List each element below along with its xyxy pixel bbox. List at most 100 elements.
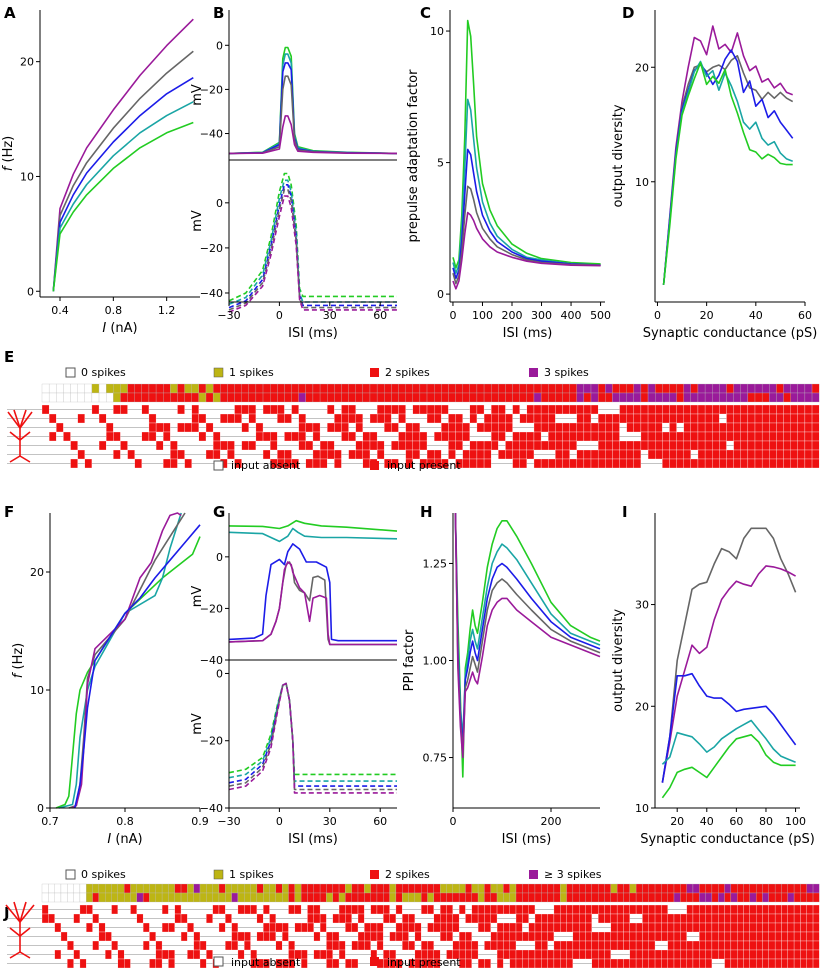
output-cell — [781, 892, 788, 903]
input-cell — [718, 922, 725, 933]
output-cell — [560, 892, 567, 903]
output-cell — [270, 383, 278, 394]
output-cell — [263, 883, 270, 894]
input-cell — [692, 940, 700, 951]
y-tick-label-G: −20 — [200, 735, 223, 748]
series-H-purple — [454, 512, 601, 759]
output-cell — [756, 883, 763, 894]
output-cell — [105, 883, 112, 894]
input-cell — [205, 449, 214, 460]
legend-swatch-0-spikes — [65, 869, 76, 880]
output-cell — [48, 892, 55, 903]
output-cell — [597, 392, 606, 403]
input-cell — [383, 904, 390, 915]
input-cell — [774, 958, 782, 969]
input-cell — [398, 431, 406, 442]
input-cell — [662, 440, 670, 451]
output-cell — [383, 892, 390, 903]
output-cell — [462, 383, 470, 394]
input-cell — [569, 422, 577, 433]
spike-grid-J — [7, 883, 820, 969]
input-cell — [469, 458, 478, 469]
input-cell — [776, 431, 784, 442]
input-cell — [690, 422, 699, 433]
input-cell — [569, 431, 577, 442]
input-cell — [491, 413, 499, 424]
input-cell — [597, 431, 606, 442]
y-tick-label-B: −40 — [200, 128, 223, 141]
panel-letter-B: B — [213, 4, 224, 22]
output-cell — [307, 892, 314, 903]
output-cell — [793, 883, 801, 894]
input-cell — [547, 922, 555, 933]
input-cell — [170, 458, 178, 469]
input-cell — [184, 422, 192, 433]
input-cell — [790, 449, 798, 460]
input-cell — [120, 440, 128, 451]
output-cell — [541, 892, 548, 903]
x-tick-label-C: 200 — [502, 309, 523, 322]
output-cell — [426, 392, 435, 403]
input-cell — [743, 904, 750, 915]
input-cell — [576, 458, 585, 469]
input-cell — [718, 904, 725, 915]
input-cell — [562, 449, 570, 460]
output-cell — [667, 892, 675, 903]
input-cell — [376, 904, 384, 915]
input-cell — [697, 458, 706, 469]
output-cell — [756, 892, 763, 903]
input-cell — [754, 413, 763, 424]
input-cell — [384, 422, 392, 433]
input-cell — [730, 913, 738, 924]
y-tick-label-A: 10 — [20, 170, 34, 183]
input-cell — [191, 413, 200, 424]
input-cell — [690, 413, 699, 424]
output-cell — [579, 883, 586, 894]
output-cell — [512, 383, 520, 394]
input-cell — [635, 922, 643, 933]
input-cell — [376, 922, 384, 933]
input-cell — [148, 431, 157, 442]
output-cell — [591, 883, 599, 894]
input-cell — [633, 440, 642, 451]
input-cell — [355, 449, 364, 460]
output-cell — [149, 892, 156, 903]
input-cell — [797, 449, 806, 460]
output-cell — [106, 383, 114, 394]
x-tick-label-G: 0 — [276, 815, 283, 828]
output-cell — [41, 383, 50, 394]
input-cell — [680, 958, 687, 969]
input-cell — [661, 931, 668, 942]
output-cell — [370, 892, 378, 903]
output-cell — [433, 892, 441, 903]
input-cell — [756, 913, 763, 924]
output-cell — [92, 883, 100, 894]
input-cell — [441, 431, 449, 442]
output-cell — [398, 392, 406, 403]
input-cell — [579, 949, 586, 960]
input-cell — [490, 940, 498, 951]
input-cell — [769, 431, 777, 442]
x-tick-label-C: 500 — [590, 309, 611, 322]
output-cell — [248, 392, 257, 403]
output-cell — [341, 383, 349, 394]
input-cell — [469, 413, 478, 424]
input-cell — [654, 904, 662, 915]
input-cell — [357, 913, 365, 924]
input-cell — [667, 958, 675, 969]
input-cell — [341, 431, 349, 442]
output-cell — [522, 883, 529, 894]
input-cell — [560, 904, 567, 915]
output-cell — [699, 892, 706, 903]
input-cell — [566, 904, 574, 915]
input-cell — [583, 404, 592, 415]
input-cell — [326, 949, 333, 960]
input-cell — [673, 958, 681, 969]
input-cell — [469, 404, 478, 415]
input-cell — [754, 404, 763, 415]
input-cell — [597, 449, 606, 460]
input-cell — [697, 413, 706, 424]
input-cell — [562, 404, 570, 415]
input-cell — [669, 449, 677, 460]
input-cell — [654, 949, 662, 960]
